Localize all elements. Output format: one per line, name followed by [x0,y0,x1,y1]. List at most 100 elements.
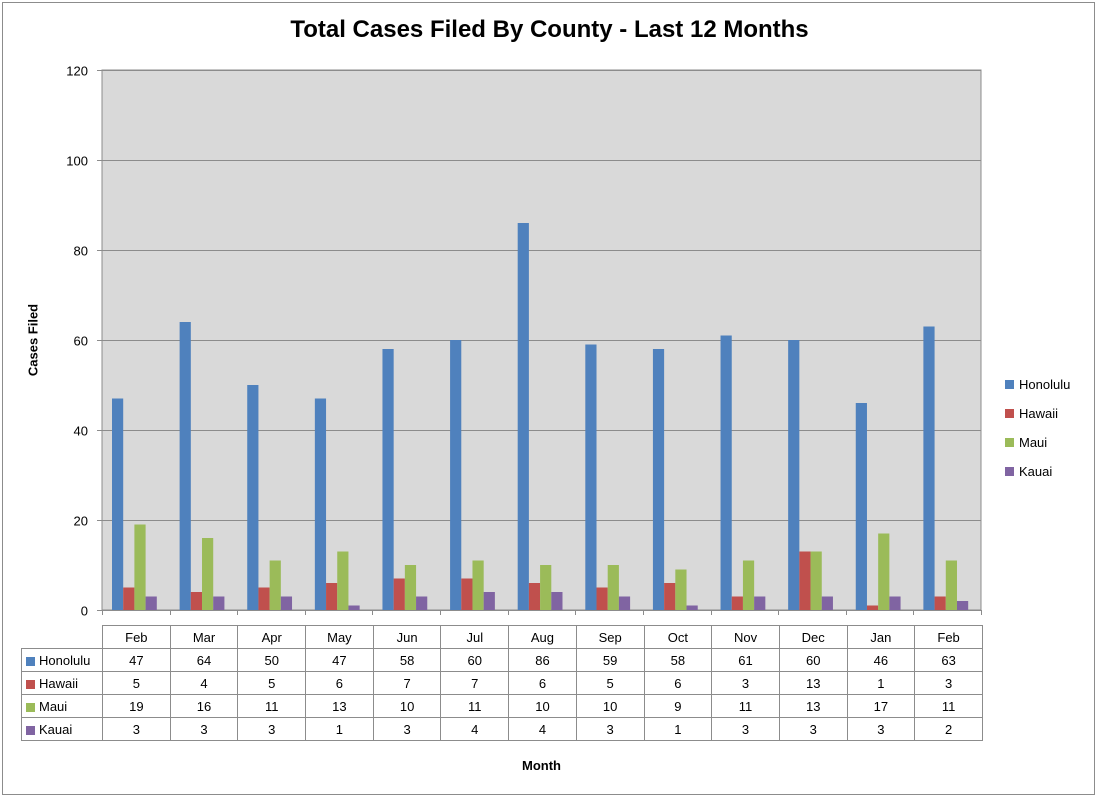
legend-label: Kauai [1019,464,1053,479]
bar-maui-10 [810,551,822,610]
data-label: 11 [711,694,780,718]
table-row-header: Maui [21,694,103,718]
x-axis-label: Month [0,758,1099,773]
bar-kauai-7 [618,596,631,610]
y-tick-label: 120 [66,64,88,79]
bar-maui-2 [269,560,281,610]
legend-item-hawaii: Hawaii [1005,399,1070,428]
x-tick-label: Jun [372,625,442,649]
table-row: Maui 19 16 11 13 10 11 10 10 9 11 13 17 11 [21,694,983,718]
data-label: 6 [643,671,713,695]
x-tick-label: Sep [575,625,645,649]
data-label: 59 [575,648,645,672]
legend-label: Honolulu [1019,377,1071,392]
data-label: 7 [440,671,510,695]
bar-hawaii-9 [731,596,743,610]
data-label: 47 [305,648,374,672]
data-label: 3 [169,717,239,741]
bar-kauai-10 [821,596,833,610]
bar-honolulu-4 [382,349,394,610]
legend: Honolulu Hawaii Maui Kauai [1005,370,1070,486]
bar-hawaii-5 [461,578,473,610]
table-row-header: Kauai [21,717,103,741]
data-label: 11 [237,694,307,718]
data-label: 10 [372,694,442,718]
bar-maui-1 [202,538,214,610]
bar-kauai-8 [686,605,698,610]
data-label: 13 [305,694,374,718]
data-label: 60 [778,648,848,672]
legend-swatch [1005,467,1014,476]
y-tick-label: 80 [74,244,88,259]
table-series-label: Hawaii [39,675,79,691]
bar-hawaii-12 [934,596,946,610]
bar-kauai-11 [889,596,901,610]
bar-maui-9 [742,560,755,610]
bar-honolulu-3 [314,398,327,610]
bar-kauai-5 [483,592,495,610]
data-label: 6 [508,671,577,695]
bar-maui-12 [945,560,957,610]
table-row: Honolulu 47 64 50 47 58 60 86 59 58 61 60 46 63 [21,648,983,672]
bar-honolulu-6 [517,223,529,610]
bar-maui-8 [675,569,687,610]
data-label: 64 [169,648,239,672]
data-label: 2 [914,717,983,741]
legend-item-maui: Maui [1005,428,1070,457]
data-label: 5 [237,671,307,695]
x-tick-label: Dec [778,625,848,649]
data-label: 6 [305,671,374,695]
table-series-label: Kauai [39,721,73,737]
bar-kauai-6 [551,592,563,610]
data-label: 60 [440,648,510,672]
bar-honolulu-1 [179,322,191,610]
bar-kauai-12 [956,601,969,610]
bar-hawaii-6 [528,583,541,610]
bar-honolulu-0 [112,398,124,610]
table-swatch [26,679,35,689]
data-label: 13 [778,671,848,695]
bar-maui-6 [540,565,552,610]
table-row: Kauai 3 3 3 1 3 4 4 3 1 3 3 3 2 [21,717,983,741]
table-swatch [26,656,35,666]
data-label: 46 [846,648,916,672]
bar-kauai-3 [348,605,360,610]
data-label: 1 [305,717,374,741]
data-label: 13 [778,694,848,718]
bar-kauai-2 [280,596,293,610]
x-tick-label: Jul [440,625,510,649]
y-tick-label: 40 [74,424,88,439]
data-label: 1 [643,717,713,741]
bar-honolulu-12 [923,326,935,610]
table-row-header: Hawaii [21,671,103,695]
x-axis-label-text: Month [522,758,561,773]
data-label: 61 [711,648,780,672]
plot-area: 0 20 40 60 80 100 120 [66,64,982,619]
y-tick-label: 0 [81,604,88,619]
bar-hawaii-8 [664,583,676,610]
data-label: 7 [372,671,442,695]
data-label: 16 [169,694,239,718]
data-label: 17 [846,694,916,718]
data-label: 3 [711,717,780,741]
bar-hawaii-1 [190,592,203,610]
x-tick-label: Oct [643,625,713,649]
bar-honolulu-2 [247,385,259,610]
data-label: 50 [237,648,307,672]
legend-item-kauai: Kauai [1005,457,1070,486]
table-corner [22,626,103,649]
bar-maui-0 [134,524,146,610]
data-label: 3 [575,717,645,741]
table-swatch [26,702,35,712]
legend-swatch [1005,438,1014,447]
bar-hawaii-3 [326,583,338,610]
table-header-row: Feb Mar Apr May Jun Jul Aug Sep Oct Nov Dec Jan Feb [22,625,983,649]
bar-honolulu-10 [788,340,800,610]
bar-honolulu-5 [450,340,462,610]
x-tick-label: Apr [237,625,307,649]
legend-swatch [1005,409,1014,418]
data-label: 4 [169,671,239,695]
x-tick-label: May [305,625,374,649]
data-label: 63 [914,648,983,672]
